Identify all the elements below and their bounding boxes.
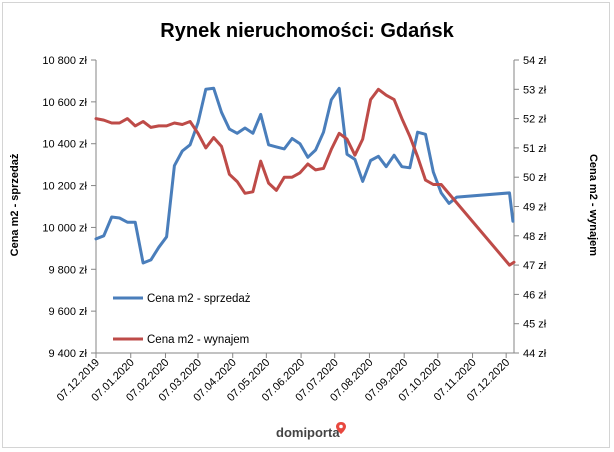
right-tick-label: 49 zł — [523, 202, 547, 214]
right-tick-label: 53 zł — [523, 84, 547, 96]
plot-area — [95, 60, 515, 354]
right-tick-label: 54 zł — [523, 55, 547, 67]
left-tick-label: 9 600 zł — [48, 306, 87, 318]
right-tick-label: 50 zł — [523, 172, 547, 184]
right-tick-label: 47 zł — [523, 260, 547, 272]
left-tick-label: 9 800 zł — [48, 264, 87, 276]
right-tick-label: 46 zł — [523, 289, 547, 301]
left-axis-label: Cena m2 - sprzedaż — [9, 153, 21, 256]
right-axis-ticks: 44 zł 45 zł 46 zł 47 zł 48 zł 49 zł 50 zł 51 zł… — [514, 55, 547, 360]
left-axis-ticks: 9 400 zł 9 600 zł 9 800 zł 10 000 zł 10 200 … — [42, 55, 96, 360]
chart-title: Rynek nieruchomości: Gdańsk — [160, 20, 454, 42]
series-line-wynajem — [94, 87, 516, 267]
series-lines — [94, 86, 516, 267]
left-tick-label: 9 400 zł — [48, 348, 87, 360]
left-tick-label: 10 800 zł — [42, 55, 87, 67]
left-tick-label: 10 600 zł — [42, 97, 87, 109]
right-tick-label: 45 zł — [523, 319, 547, 331]
series-line-sprzedaz — [94, 86, 515, 265]
left-tick-label: 10 400 zł — [42, 139, 87, 151]
domiporta-logo: domiporta — [276, 422, 346, 440]
legend: Cena m2 - sprzedaż Cena m2 - wynajem — [113, 293, 251, 346]
right-axis-label: Cena m2 - wynajem — [587, 154, 599, 256]
left-tick-label: 10 000 zł — [42, 222, 87, 234]
right-tick-label: 52 zł — [523, 114, 547, 126]
domiporta-logo-text: domiporta — [276, 425, 340, 440]
legend-entry-label: Cena m2 - sprzedaż — [147, 293, 251, 305]
right-tick-label: 48 zł — [523, 231, 547, 243]
legend-entry-label: Cena m2 - wynajem — [147, 334, 249, 346]
left-tick-label: 10 200 zł — [42, 181, 87, 193]
right-tick-label: 44 zł — [523, 348, 547, 360]
chart-frame — [2, 2, 610, 448]
right-tick-label: 51 zł — [523, 143, 547, 155]
x-axis-ticks: 07.12.201907.01.202007.02.202007.03.2020… — [55, 353, 512, 404]
location-pin-hole — [339, 424, 343, 429]
